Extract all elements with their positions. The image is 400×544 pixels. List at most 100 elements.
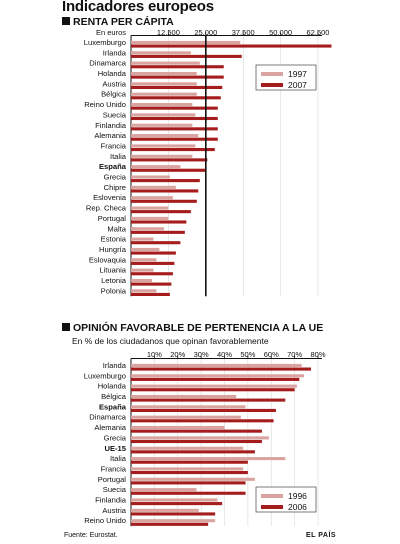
bar-1997 [131, 227, 164, 231]
bar-2007 [131, 116, 218, 121]
bar-2006 [131, 491, 246, 495]
chart2-subtitle: En % de los ciudadanos que opinan favora… [72, 336, 269, 346]
bar-1996 [131, 477, 255, 481]
bar-2007 [131, 168, 206, 172]
bar-1997 [131, 92, 197, 96]
bar-1996 [131, 488, 197, 492]
bar-1996 [131, 519, 216, 523]
category-label: Finlandia [95, 496, 127, 505]
bar-1997 [131, 71, 197, 76]
bar-1997 [131, 258, 157, 262]
bar-1996 [131, 394, 237, 399]
category-label: UE-15 [104, 444, 126, 453]
chart1-title: RENTA PER CÁPITA [73, 16, 174, 28]
category-label: Italia [110, 454, 127, 463]
legend-label: 2007 [288, 80, 307, 90]
bar-1996 [131, 384, 297, 388]
source-note: Fuente: Eurostat. [64, 532, 118, 539]
bar-1997 [131, 175, 170, 179]
category-label: Suecia [103, 485, 127, 494]
bar-1997 [131, 185, 176, 189]
bar-2006 [131, 419, 274, 423]
bar-2006 [131, 398, 286, 402]
unit-label: En euros [96, 28, 126, 37]
bar-1997 [131, 134, 199, 138]
bar-1997 [131, 154, 193, 158]
bar-2007 [131, 137, 218, 141]
bar-2007 [131, 158, 208, 162]
category-label: Luxemburgo [84, 38, 126, 47]
bar-1996 [131, 446, 244, 450]
category-label: Grecia [104, 433, 127, 442]
section-header-renta: RENTA PER CÁPITA [62, 16, 174, 28]
category-label: Irlanda [103, 48, 127, 57]
bar-2006 [131, 502, 223, 506]
legend-label: 1997 [288, 69, 307, 79]
bar-2007 [131, 65, 224, 69]
category-label: Italia [110, 152, 127, 161]
bar-1997 [131, 82, 197, 86]
legend-label: 1996 [288, 491, 307, 501]
section-header-opinion: OPINIÓN FAVORABLE DE PERTENENCIA A LA UE [62, 322, 323, 334]
legend-swatch [261, 505, 283, 509]
category-label: Portugal [98, 475, 127, 484]
bar-1996 [131, 363, 302, 367]
bar-2007 [131, 179, 200, 183]
bar-1997 [131, 196, 173, 200]
bar-1997 [131, 51, 191, 55]
legend-swatch [261, 494, 283, 498]
bar-2006 [131, 388, 295, 392]
tick-label: 30% [194, 350, 209, 359]
bar-2007 [131, 272, 173, 276]
category-label: España [99, 162, 127, 171]
bar-1996 [131, 405, 246, 409]
category-label: Holanda [98, 69, 127, 78]
main-title: Indicadores europeos [62, 0, 214, 15]
tick-label: 10% [147, 350, 162, 359]
bar-2006 [131, 429, 262, 433]
bar-1996 [131, 457, 286, 461]
category-label: Francia [101, 464, 127, 473]
tick-label: 60% [264, 350, 279, 359]
category-label: Dinamarca [89, 413, 126, 422]
bar-1997 [131, 123, 193, 127]
bar-2007 [131, 199, 197, 203]
bar-1997 [131, 144, 196, 148]
bar-2007 [131, 220, 187, 224]
bar-1996 [131, 508, 199, 512]
category-label: Suecia [103, 110, 127, 119]
bar-2007 [131, 75, 224, 79]
category-label: Bélgica [101, 90, 127, 99]
category-label: Polonia [101, 286, 127, 295]
bar-1997 [131, 40, 241, 44]
bar-1997 [131, 289, 157, 293]
bar-2007 [131, 241, 181, 245]
category-label: Bélgica [101, 392, 127, 401]
category-label: Rep. Checa [86, 204, 127, 213]
legend-swatch [261, 83, 283, 87]
chart2-title: OPINIÓN FAVORABLE DE PERTENENCIA A LA UE [73, 322, 324, 334]
category-label: Portugal [98, 214, 127, 223]
category-label: Letonia [101, 276, 127, 285]
bar-1997 [131, 165, 181, 169]
bar-1996 [131, 498, 218, 502]
bar-2006 [131, 450, 255, 454]
category-label: Malta [107, 224, 126, 233]
bar-2006 [131, 408, 276, 412]
bar-2006 [131, 439, 262, 444]
category-label: Austria [102, 506, 126, 515]
category-label: Luxemburgo [84, 371, 126, 380]
bar-1997 [131, 61, 200, 65]
bar-2007 [131, 106, 218, 110]
tick-label: 40% [217, 350, 232, 359]
category-label: Reino Unido [84, 516, 126, 525]
category-label: España [99, 402, 127, 411]
legend-swatch [261, 72, 283, 76]
bar-1997 [131, 103, 193, 107]
tick-label: 20% [170, 350, 185, 359]
category-label: Hungría [99, 245, 127, 254]
tick-label: 70% [287, 350, 302, 359]
bar-2007 [131, 54, 242, 58]
bar-1997 [131, 216, 169, 220]
